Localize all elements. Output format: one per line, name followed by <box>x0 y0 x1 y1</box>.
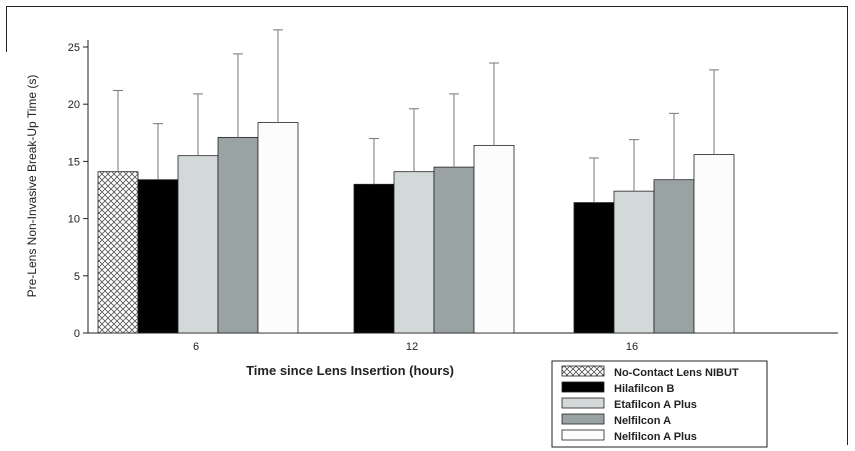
bar <box>137 179 179 334</box>
y-tick-label: 20 <box>68 99 80 111</box>
bar <box>573 202 615 334</box>
x-tick-label: 6 <box>193 341 199 353</box>
figure-frame-left-edge <box>6 6 7 52</box>
x-axis-title: Time since Lens Insertion (hours) <box>246 363 454 378</box>
x-tick-label: 16 <box>626 341 638 353</box>
bar <box>653 179 695 334</box>
legend-label: Nelfilcon A <box>614 415 671 427</box>
plot-area: 0 5 10 15 20 25 6 12 16 <box>68 29 838 353</box>
legend-swatch <box>561 397 605 409</box>
bar <box>257 122 299 334</box>
legend-swatch <box>561 381 605 393</box>
legend-swatch <box>561 413 605 425</box>
y-axis-title: Pre-Lens Non-Invasive Break-Up Time (s) <box>25 75 39 298</box>
y-tick-label: 10 <box>68 214 80 226</box>
legend: No-Contact Lens NIBUT Hilafilcon B Etafilc… <box>551 360 768 448</box>
x-tick-label: 12 <box>406 341 418 353</box>
bar <box>613 190 655 334</box>
legend-label: No-Contact Lens NIBUT <box>614 367 739 379</box>
legend-swatch <box>561 429 605 441</box>
bar <box>693 154 735 334</box>
legend-label: Etafilcon A Plus <box>614 399 697 411</box>
bar <box>433 166 475 334</box>
legend-label: Hilafilcon B <box>614 383 675 395</box>
y-tick-label: 25 <box>68 42 80 54</box>
y-tick-label: 0 <box>74 328 80 340</box>
y-tick-label: 15 <box>68 156 80 168</box>
bar <box>473 144 515 334</box>
bar <box>393 171 435 334</box>
bar <box>353 183 395 334</box>
bar <box>217 136 259 334</box>
legend-swatch <box>561 365 605 377</box>
legend-label: Nelfilcon A Plus <box>614 431 697 443</box>
figure-frame <box>6 6 848 445</box>
y-tick-label: 5 <box>74 271 80 283</box>
bar <box>97 171 139 334</box>
bar <box>177 155 219 334</box>
